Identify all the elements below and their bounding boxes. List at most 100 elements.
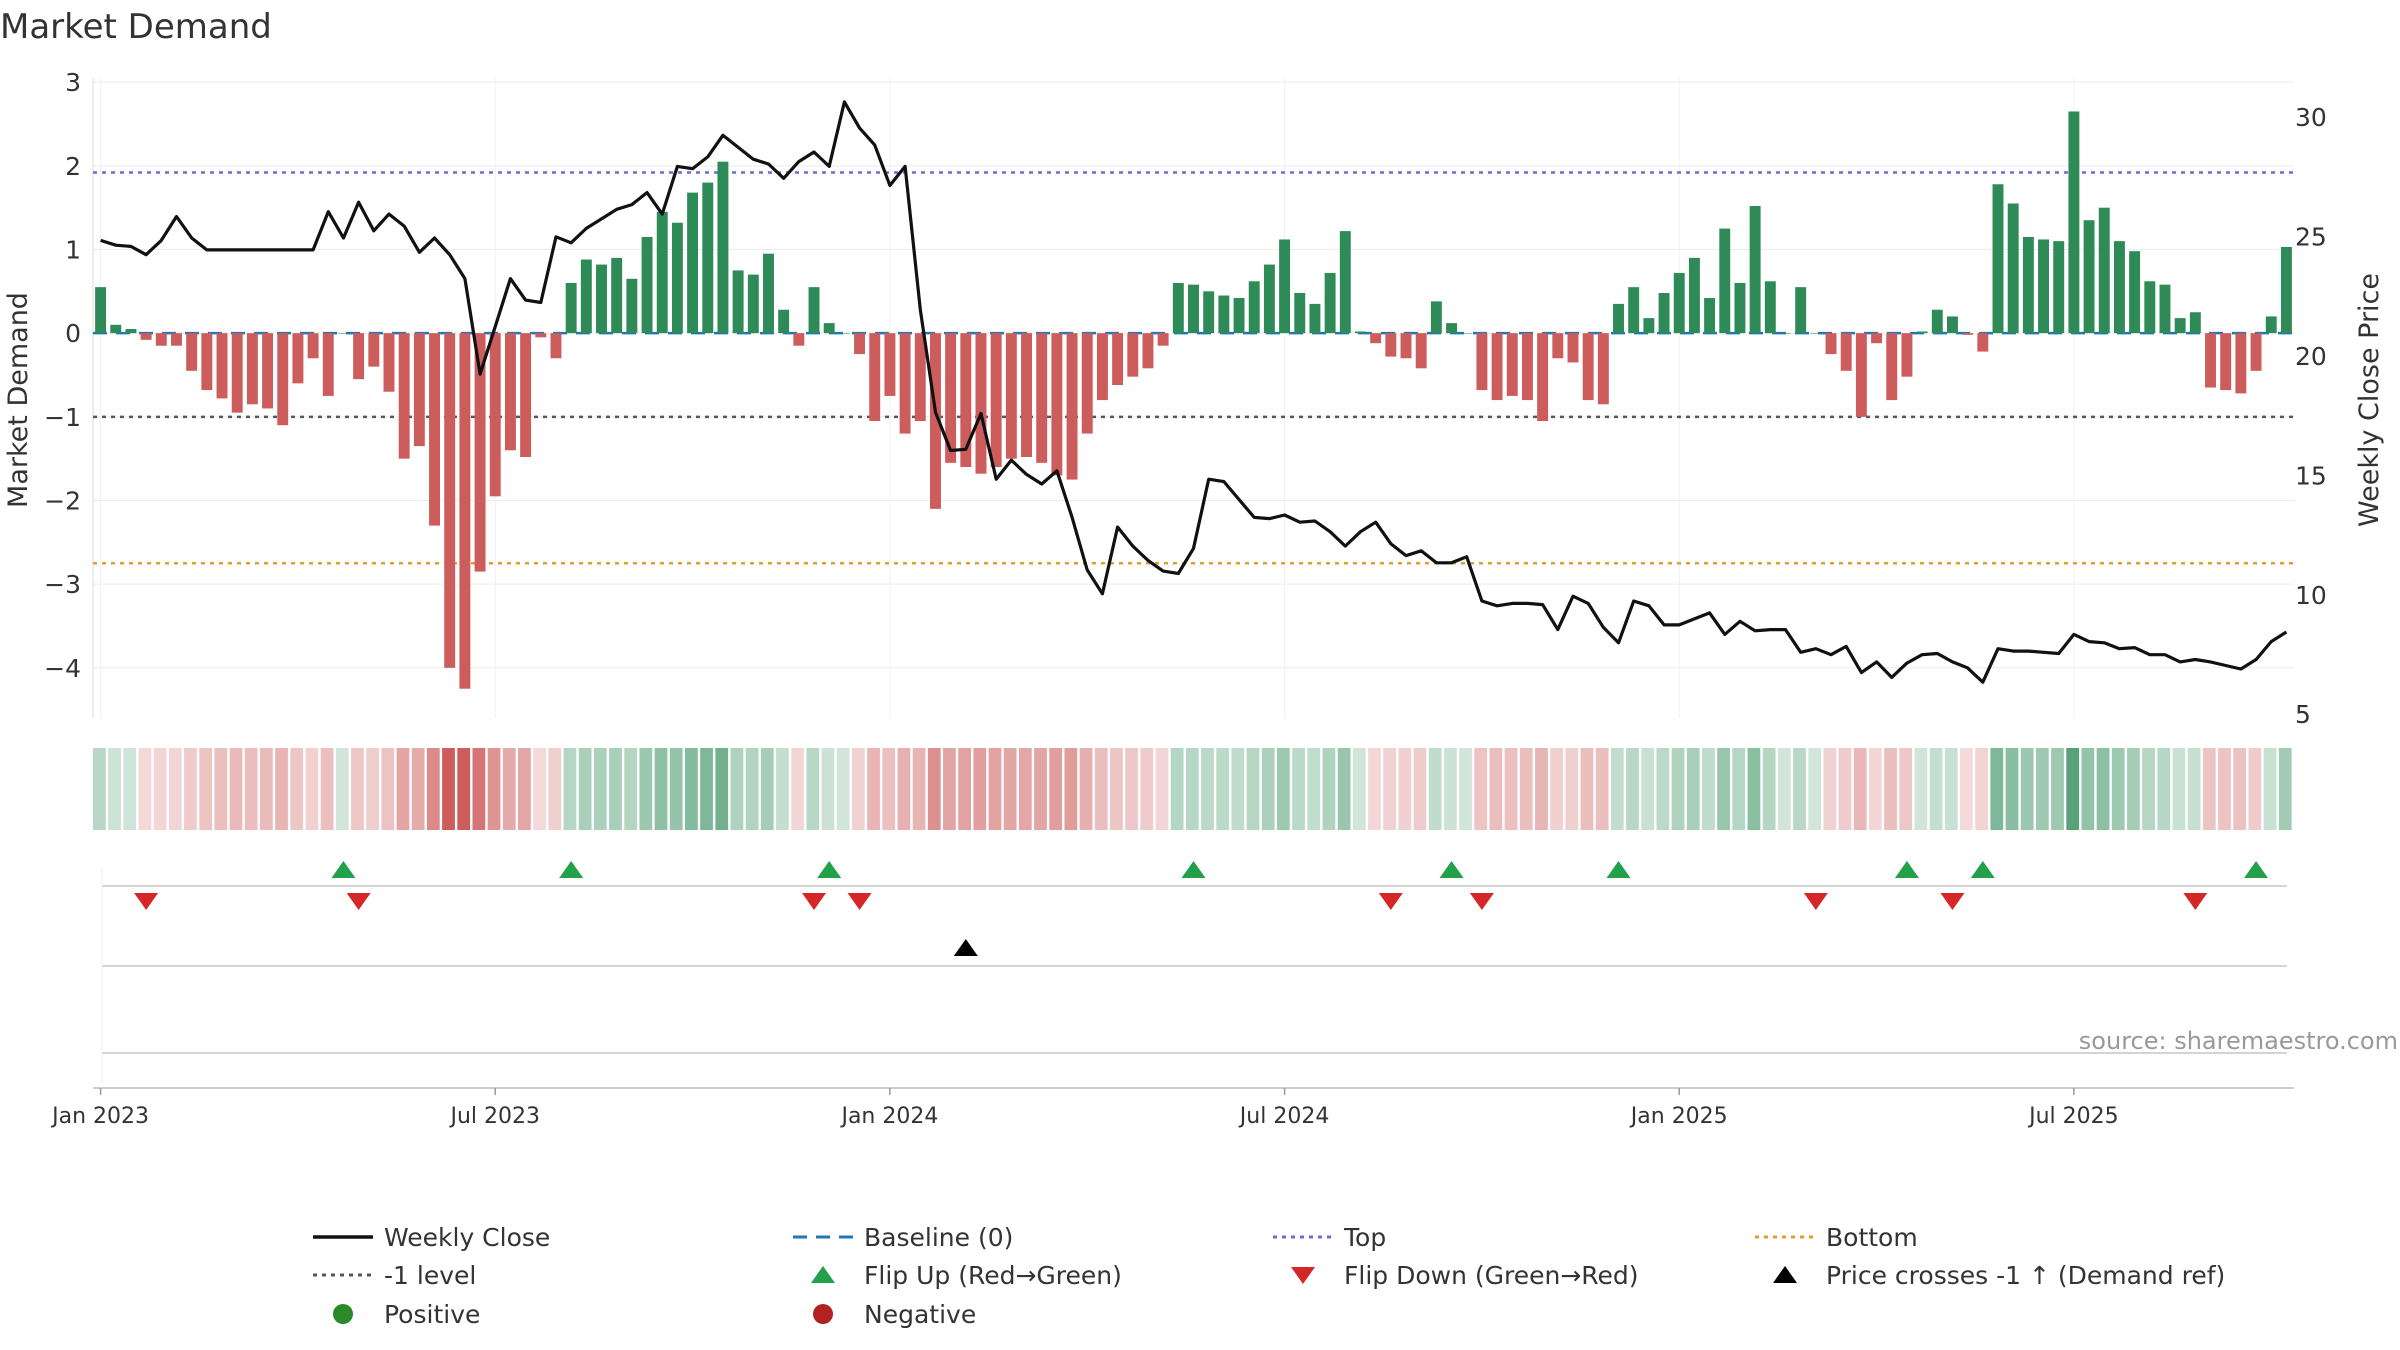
strip-cell-65 [1079,748,1093,830]
demand-bar-119 [1901,333,1913,377]
strip-cell-15 [320,748,334,830]
strip-cell-136 [2157,748,2171,830]
strip-cell-51 [867,748,880,830]
y-tick-6: −3 [44,570,81,599]
legend-label-1: Baseline (0) [864,1223,1013,1252]
strip-cell-99 [1595,748,1609,830]
demand-bar-36 [641,236,653,334]
strip-cell-44 [760,748,774,830]
demand-bar-108 [1734,282,1746,334]
strip-cell-46 [791,748,805,830]
strip-cell-43 [745,748,759,830]
strip-cell-141 [2233,748,2247,830]
strip-cell-105 [1686,748,1700,830]
demand-bar-127 [2022,236,2034,334]
strip-cell-9 [229,748,243,830]
demand-bar-76 [1248,281,1260,334]
demand-bar-28 [520,333,532,457]
strip-cell-31 [563,748,577,830]
demand-bar-40 [702,182,714,334]
demand-bar-17 [353,333,365,380]
weekly-close-line [100,100,2288,684]
strip-cell-96 [1550,748,1563,830]
strip-cell-35 [624,748,638,830]
y-tick-3: 0 [65,319,81,348]
event-markers [101,861,2287,1084]
demand-bar-87 [1415,333,1427,369]
demand-bar-23 [444,333,456,668]
strip-cell-69 [1140,748,1154,830]
demand-bar-19 [383,333,395,392]
strip-cell-47 [806,748,820,830]
strip-cell-12 [275,748,288,830]
legend-item-7: Price crosses -1 ↑ (Demand ref) [1773,1261,2225,1290]
strip-cell-134 [2127,748,2140,830]
demand-bar-38 [671,222,683,334]
demand-bar-80 [1309,303,1321,334]
strip-cell-130 [2066,748,2080,830]
demand-bar-73 [1203,291,1215,334]
strip-cell-102 [1641,748,1655,830]
strip-cell-16 [335,748,349,830]
strip-cell-139 [2202,748,2216,830]
strip-cell-86 [1398,748,1412,830]
strip-cell-120 [1914,748,1928,830]
strip-cell-98 [1580,748,1594,830]
demand-bar-16 [337,333,349,334]
y2-tick-0: 30 [2295,103,2327,132]
legend-swatch-7 [1773,1266,1797,1283]
strip-cell-75 [1231,748,1245,830]
strip-cell-27 [502,748,516,830]
demand-bar-52 [884,333,896,396]
legend-label-3: Bottom [1826,1223,1918,1252]
legend-label-5: Flip Up (Red→Green) [864,1261,1122,1290]
legend-swatch-6 [1291,1267,1315,1284]
legend-item-6: Flip Down (Green→Red) [1291,1261,1639,1290]
legend-swatch-9 [813,1304,833,1324]
demand-bar-131 [2083,220,2095,334]
strip-cell-13 [290,748,304,830]
x-tick-5: Jul 2025 [2027,1104,2119,1129]
strip-cell-142 [2248,748,2262,830]
demand-bar-84 [1370,333,1382,344]
strip-cell-83 [1352,748,1366,830]
demand-bar-30 [550,333,562,359]
y-tick-2: 1 [65,236,81,265]
strip-cell-34 [609,748,622,830]
strip-cell-113 [1808,748,1822,830]
strip-cell-55 [927,748,941,830]
demand-bar-94 [1521,333,1533,401]
strip-cell-82 [1337,748,1351,830]
flip-up-marker-0 [331,861,356,878]
demand-bar-117 [1871,333,1883,344]
demand-bar-44 [763,253,774,334]
strip-cell-25 [472,748,486,830]
strip-cell-62 [1034,748,1047,830]
strip-cell-2 [123,748,137,830]
close-line-group [100,100,2288,684]
strip-cell-54 [912,748,926,830]
demand-bar-125 [1992,184,2004,334]
strip-cell-40 [700,748,713,830]
strip-cell-118 [1884,748,1897,830]
demand-bar-18 [368,333,380,367]
strip-cell-50 [851,748,865,830]
demand-bar-133 [2113,241,2125,334]
demand-bar-60 [1005,333,1017,459]
y-tick-0: 3 [65,68,81,97]
cross-marker-0 [953,939,978,956]
strip-cell-80 [1307,748,1321,830]
legend-item-3: Bottom [1755,1223,1918,1252]
strip-cell-63 [1049,748,1063,830]
strip-cell-125 [1990,748,2004,830]
strip-cell-144 [2278,748,2292,830]
demand-bar-99 [1597,333,1609,405]
x-axis: Jan 2023 Jul 2023 Jan 2024 Jul 2024 Jan 2025… [50,1087,2294,1129]
demand-bar-141 [2235,333,2247,394]
demand-bar-135 [2144,281,2156,334]
strip-cell-21 [411,748,425,830]
demand-bar-137 [2174,318,2186,334]
x-tick-1: Jul 2023 [448,1104,540,1129]
y2-tick-5: 5 [2295,700,2311,729]
